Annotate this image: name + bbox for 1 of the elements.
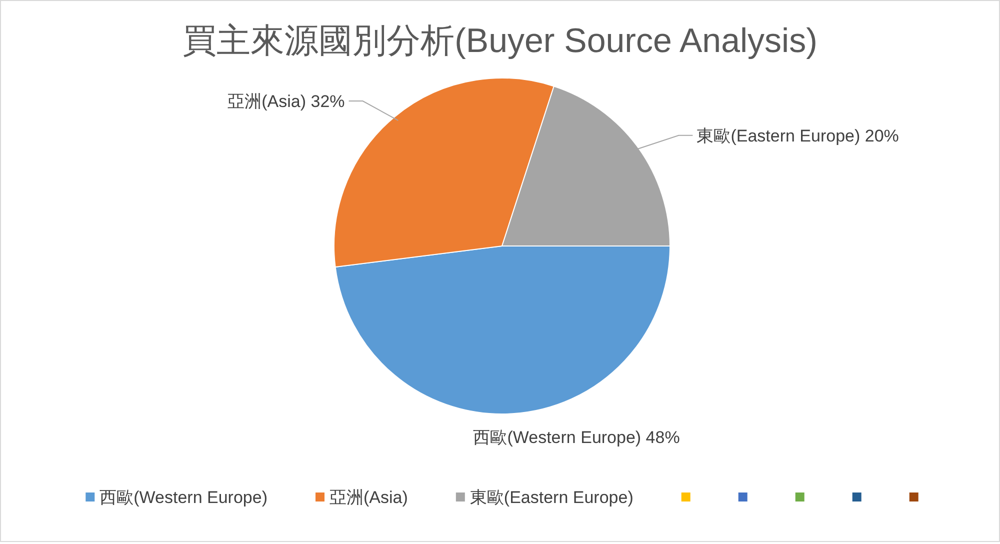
title: 買主來源國別分析(Buyer Source Analysis) [182,22,818,60]
